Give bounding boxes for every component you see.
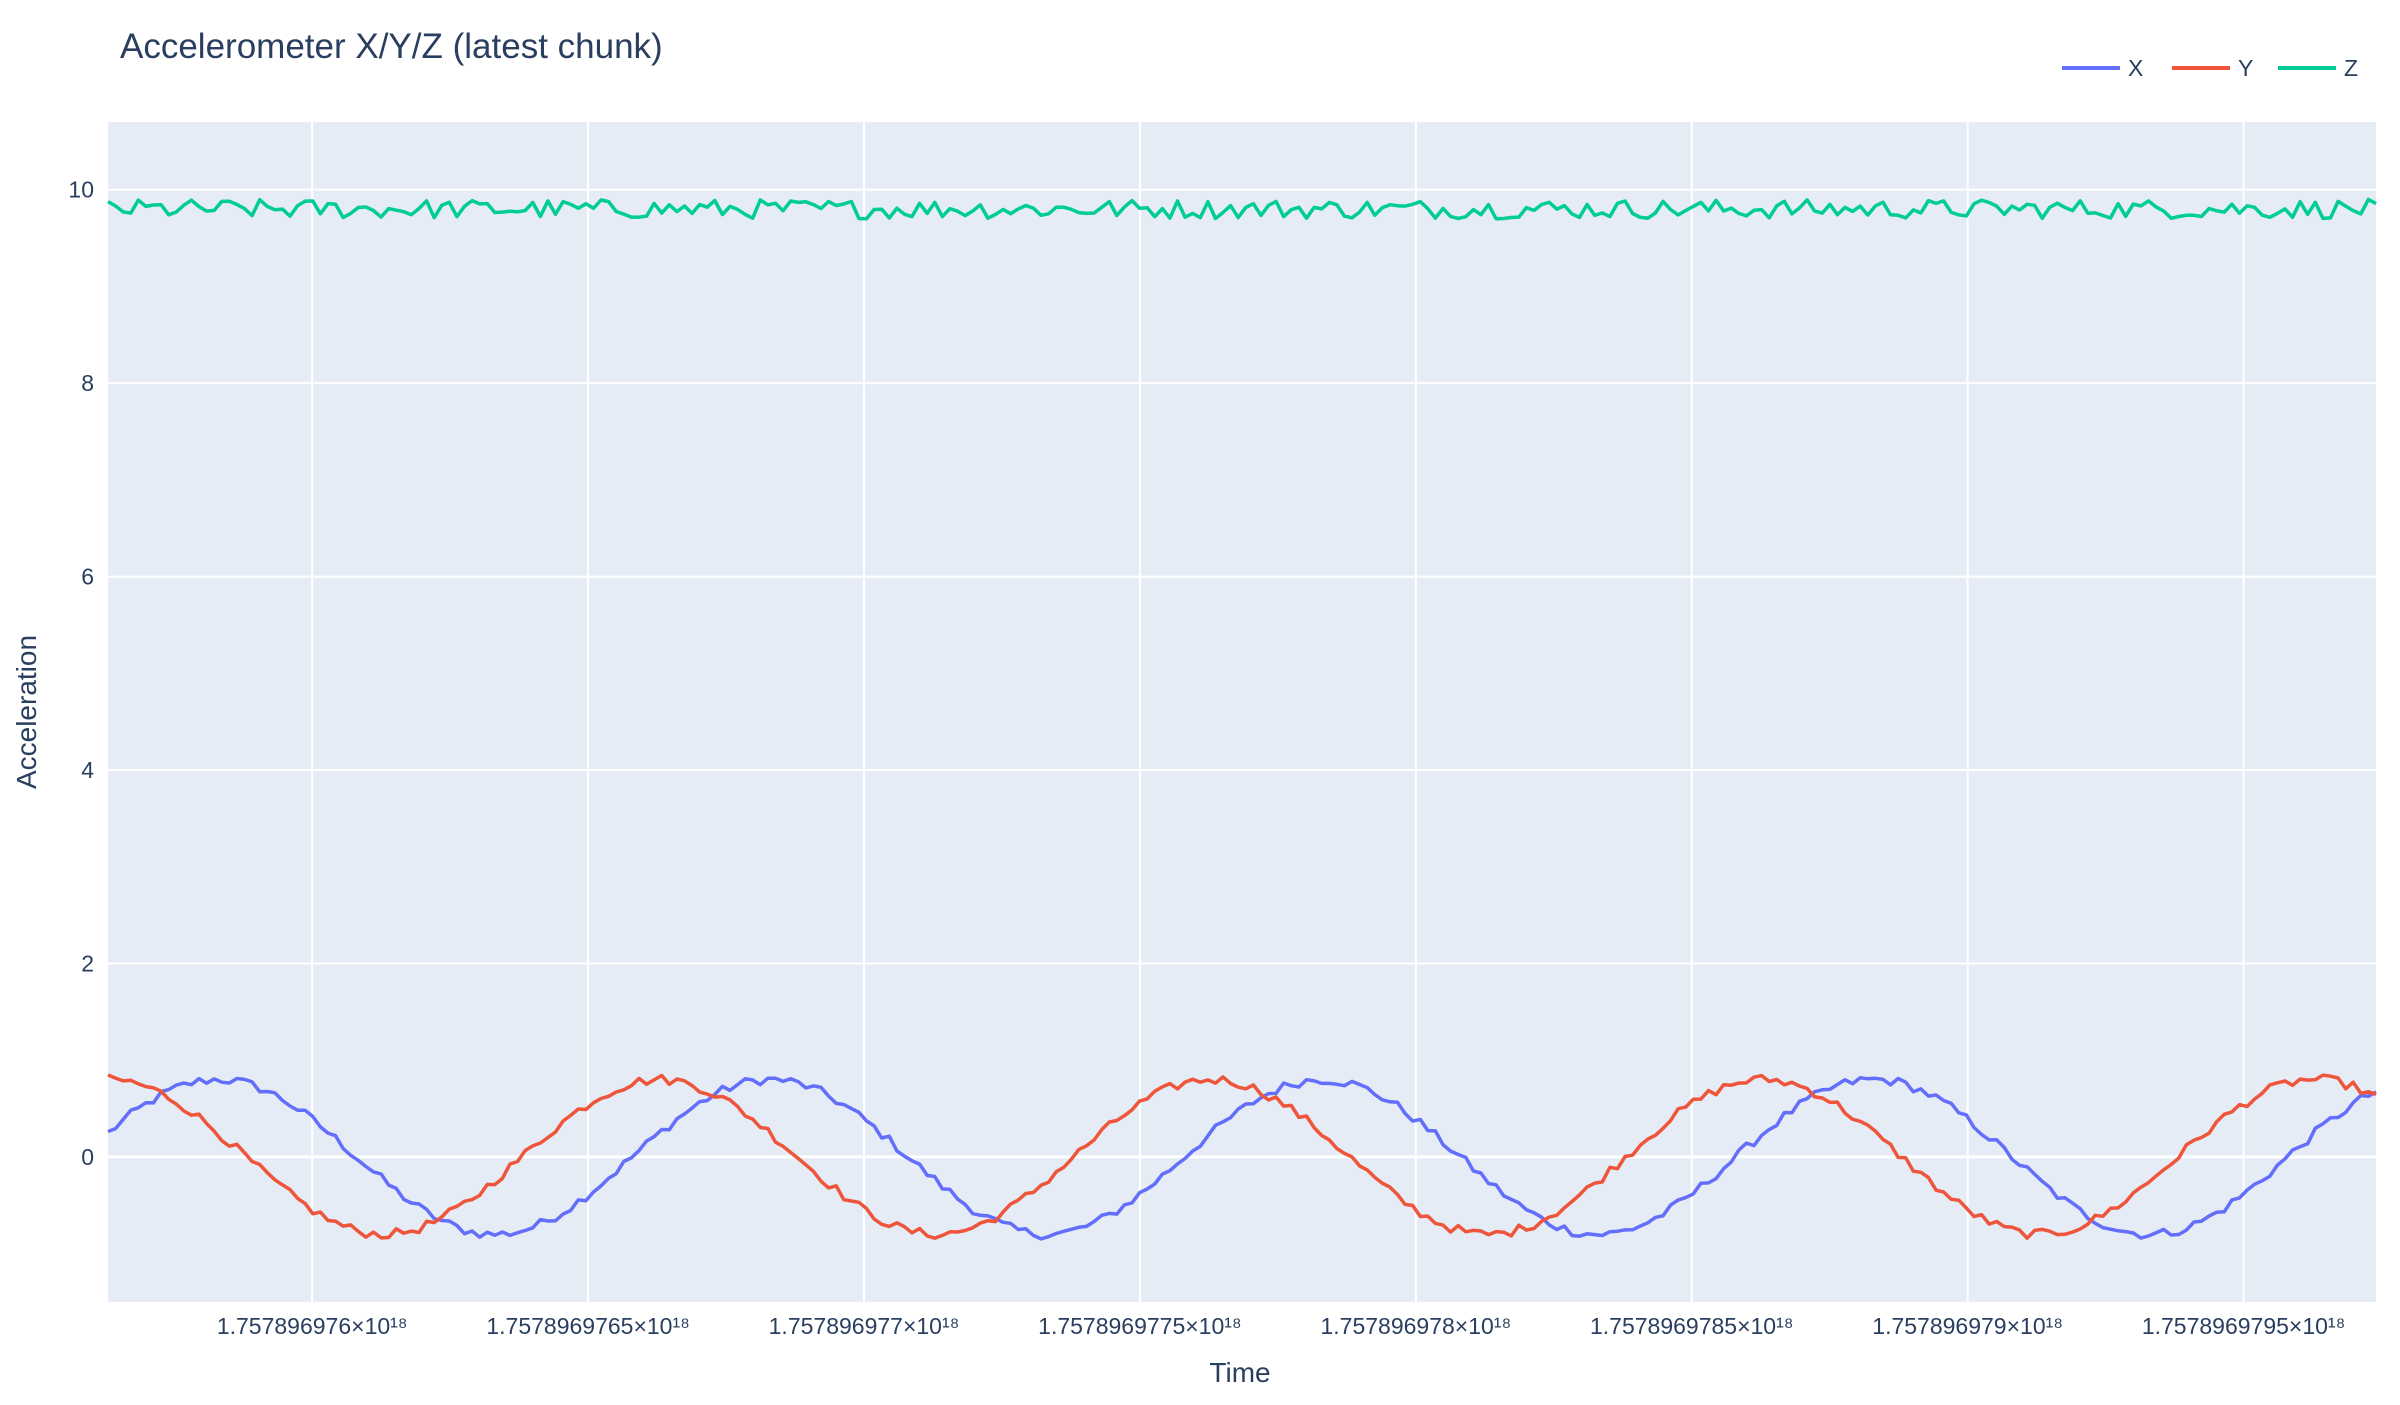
x-tick-label: 1.757896978×10¹⁸ bbox=[1320, 1313, 1511, 1339]
legend-label-x: X bbox=[2128, 55, 2143, 81]
x-tick-label: 1.757896976×10¹⁸ bbox=[217, 1313, 408, 1339]
legend-label-y: Y bbox=[2238, 55, 2253, 81]
y-tick-label: 4 bbox=[81, 757, 94, 783]
x-axis-title: Time bbox=[1209, 1357, 1270, 1388]
series-layer bbox=[107, 197, 2377, 1241]
x-tick-label: 1.7578969765×10¹⁸ bbox=[486, 1313, 689, 1339]
x-tick-label: 1.7578969795×10¹⁸ bbox=[2142, 1313, 2345, 1339]
legend-label-z: Z bbox=[2344, 55, 2358, 81]
plot-area bbox=[108, 122, 2376, 1302]
y-tick-label: 10 bbox=[68, 177, 94, 203]
y-tick-label: 0 bbox=[81, 1144, 94, 1170]
x-axis-ticks: 1.757896976×10¹⁸ 1.7578969765×10¹⁸ 1.75789… bbox=[217, 1313, 2345, 1339]
x-tick-label: 1.757896979×10¹⁸ bbox=[1872, 1313, 2063, 1339]
y-axis-ticks: 0 2 4 6 8 10 bbox=[68, 177, 94, 1170]
chart-title: Accelerometer X/Y/Z (latest chunk) bbox=[120, 27, 663, 66]
y-tick-label: 2 bbox=[81, 950, 94, 976]
x-tick-label: 1.757896977×10¹⁸ bbox=[769, 1313, 960, 1339]
legend: X Y Z bbox=[2062, 55, 2358, 81]
x-tick-label: 1.7578969785×10¹⁸ bbox=[1590, 1313, 1793, 1339]
series-line-x bbox=[107, 1075, 2377, 1241]
series-line-z bbox=[107, 197, 2377, 221]
y-axis-title: Acceleration bbox=[11, 635, 42, 789]
y-tick-label: 6 bbox=[81, 564, 94, 590]
grid-layer bbox=[108, 122, 2376, 1302]
series-line-y bbox=[107, 1073, 2377, 1240]
y-tick-label: 8 bbox=[81, 370, 94, 396]
x-tick-label: 1.7578969775×10¹⁸ bbox=[1038, 1313, 1241, 1339]
